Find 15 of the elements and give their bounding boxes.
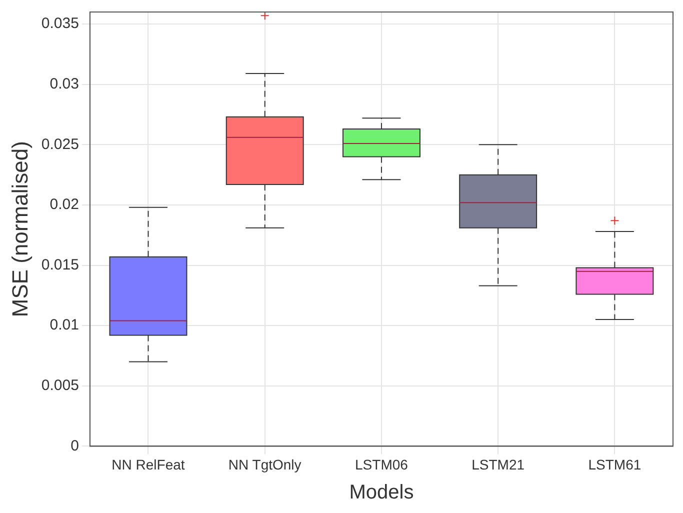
x-axis-title: Models [349,482,414,504]
x-tick-label: NN RelFeat [112,456,185,472]
y-tick-label: 0 [70,437,79,454]
x-tick-label: LSTM06 [355,456,408,472]
y-tick-label: 0.025 [41,136,79,153]
y-tick-label: 0.03 [50,76,79,93]
y-tick-label: 0.02 [50,196,79,214]
y-tick-label: 0.01 [50,316,79,334]
y-axis-title: MSE (normalised) [7,141,32,318]
x-tick-label: LSTM21 [472,456,525,472]
y-tick-label: 0.035 [41,15,79,32]
x-tick-label: LSTM61 [588,456,642,472]
y-tick-label: 0.005 [41,377,79,394]
y-tick-label: 0.015 [41,256,79,274]
x-tick-label: NN TgtOnly [228,456,302,472]
